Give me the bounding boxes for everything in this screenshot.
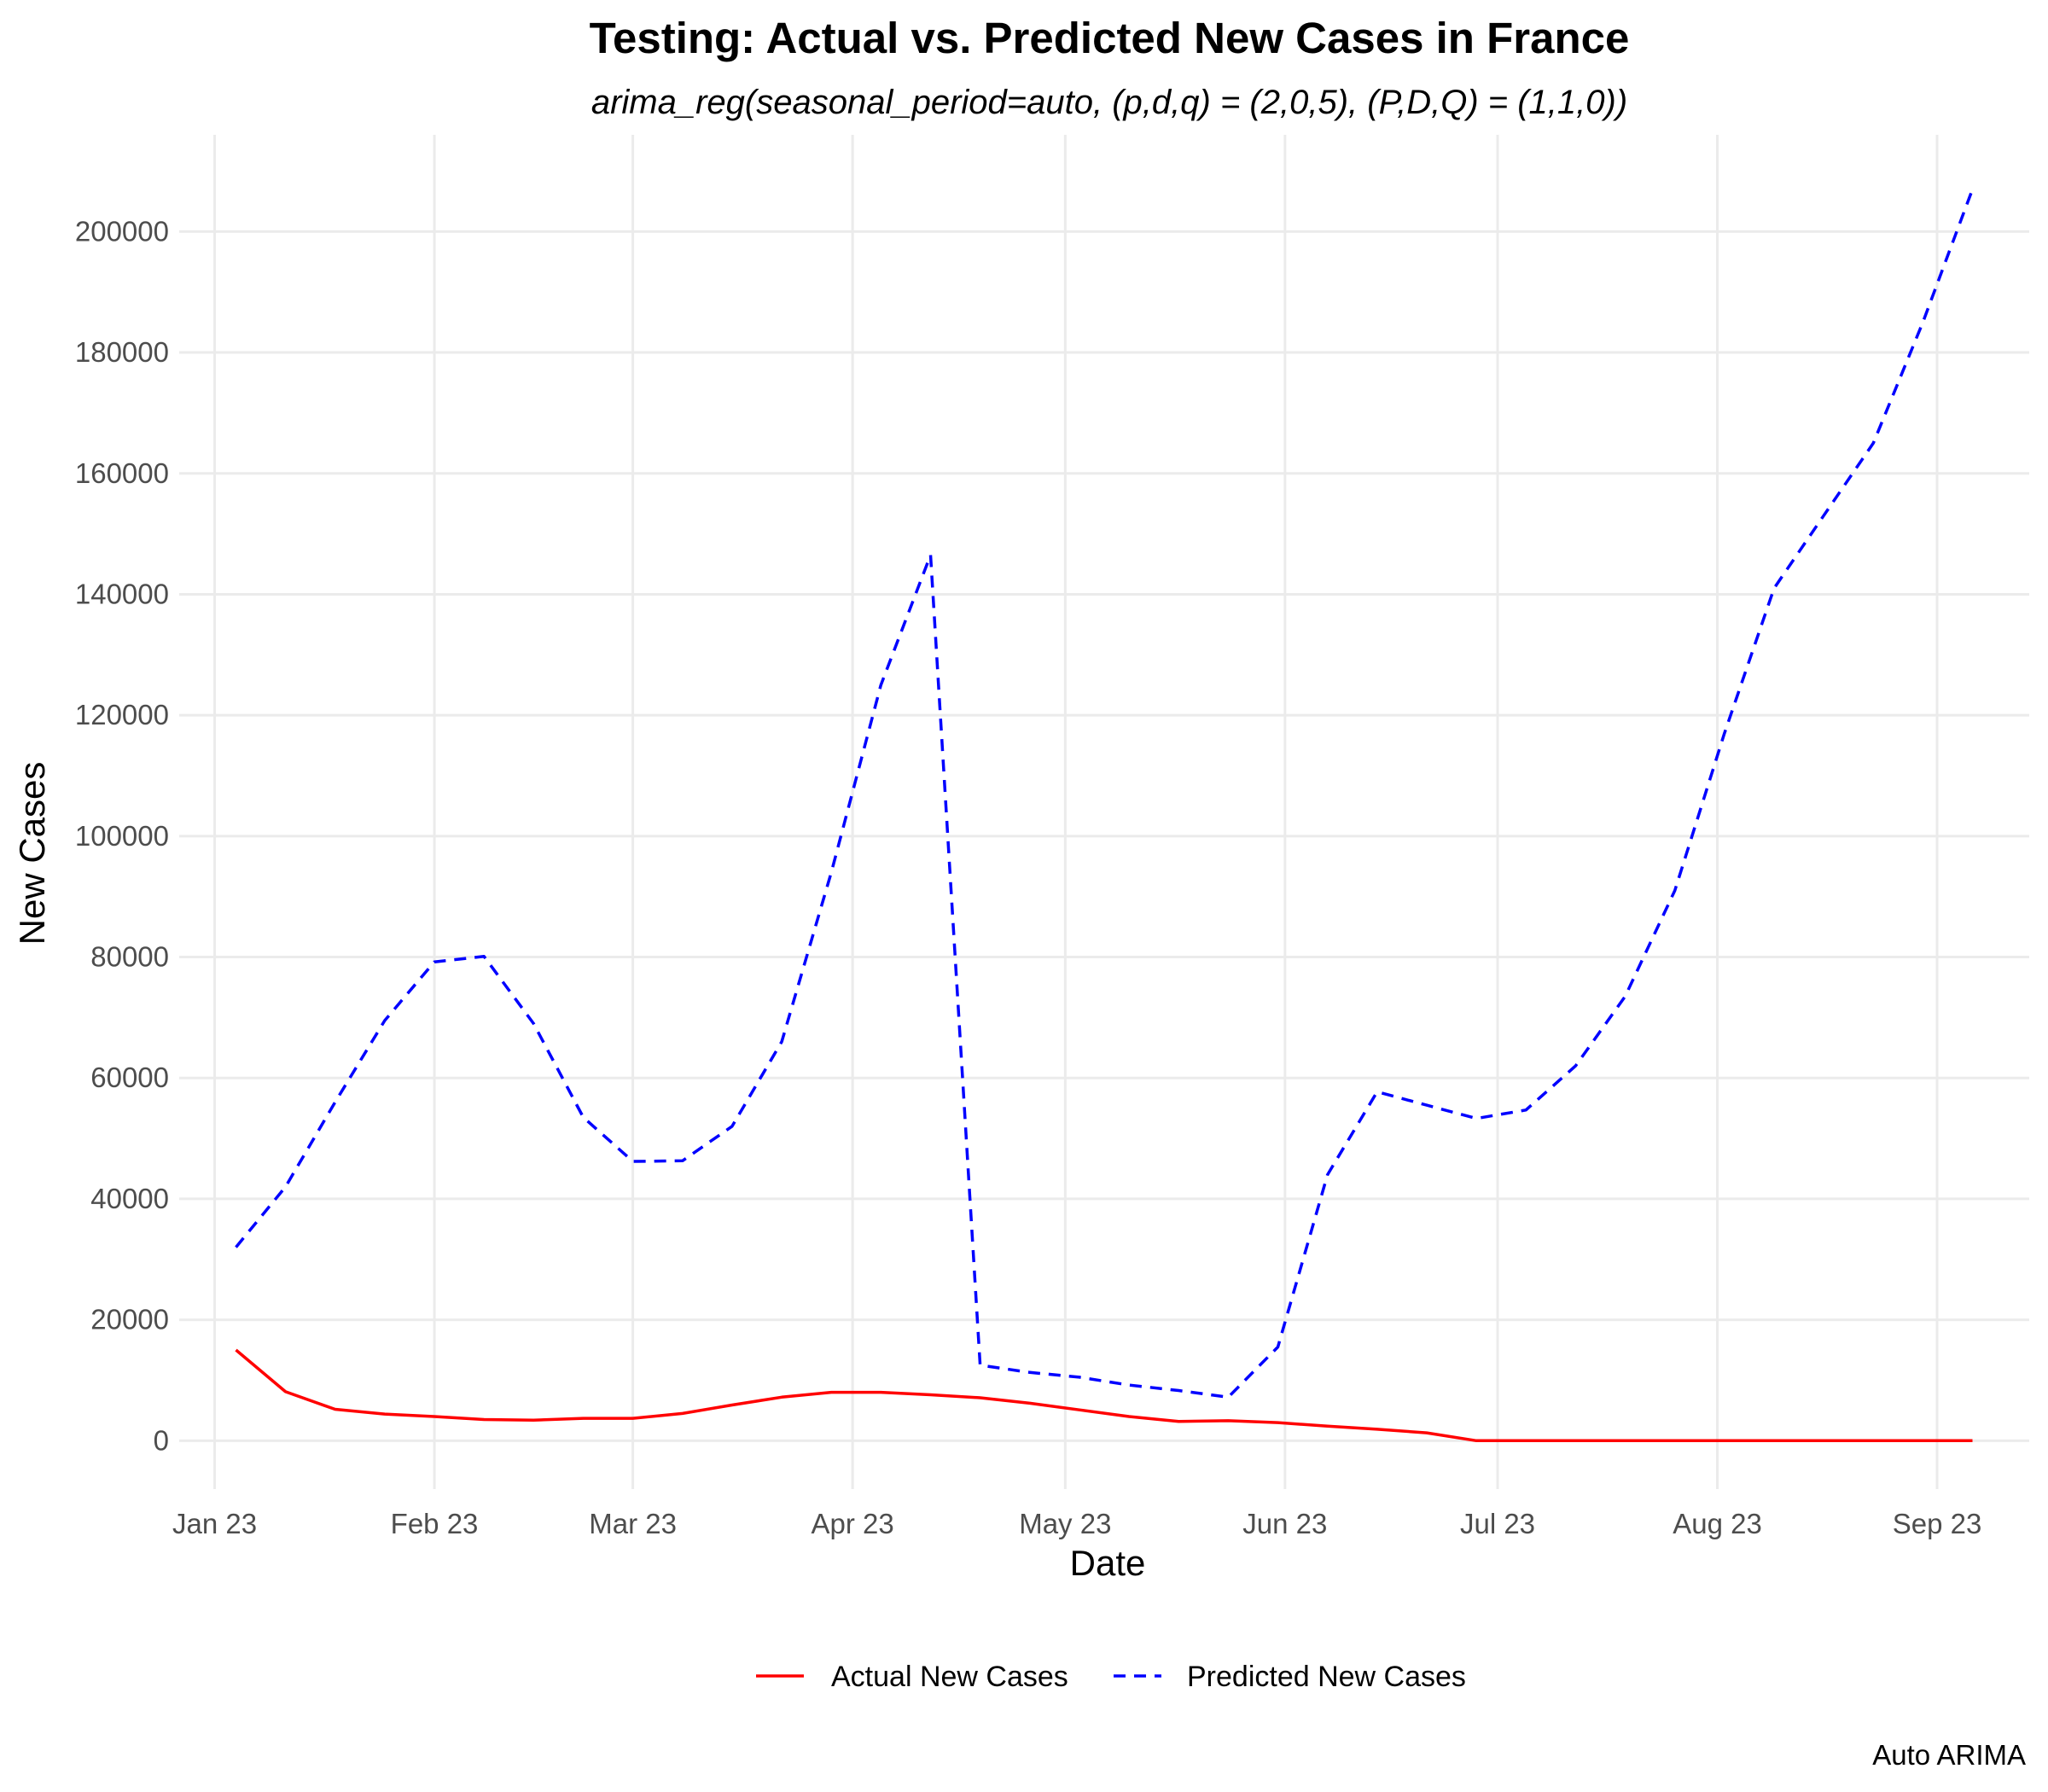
x-gridlines: [213, 135, 1939, 1489]
legend-label-actual: Actual New Cases: [831, 1661, 1068, 1693]
y-gridlines: [179, 230, 2029, 1442]
y-tick-label: 100000: [75, 820, 169, 852]
x-tick-label: Aug 23: [1673, 1508, 1762, 1539]
y-tick-label: 200000: [75, 215, 169, 247]
series-layer: [235, 189, 1975, 1443]
chart-subtitle: arima_reg(seasonal_period=auto, (p,d,q) …: [591, 84, 1627, 121]
series-line-actual: [235, 1348, 1973, 1443]
y-axis-title: New Cases: [12, 762, 52, 945]
y-tick-label: 0: [154, 1424, 169, 1456]
x-tick-label: Feb 23: [391, 1508, 479, 1539]
caption: Auto ARIMA: [1872, 1739, 2026, 1771]
legend: Actual New Cases Predicted New Cases: [756, 1661, 1466, 1693]
x-tick-label: Apr 23: [812, 1508, 894, 1539]
x-tick-label: Sep 23: [1893, 1508, 1982, 1539]
chart-title: Testing: Actual vs. Predicted New Cases …: [590, 14, 1630, 62]
x-axis-tick-labels: Jan 23 Feb 23 Mar 23 Apr 23 May 23 Jun 23 Jul …: [172, 1508, 1981, 1539]
x-tick-label: Jun 23: [1242, 1508, 1327, 1539]
x-tick-label: Jan 23: [172, 1508, 257, 1539]
y-tick-label: 60000: [90, 1062, 169, 1093]
x-axis-title: Date: [1070, 1543, 1146, 1583]
y-tick-label: 80000: [90, 941, 169, 973]
legend-label-predicted: Predicted New Cases: [1187, 1661, 1466, 1693]
y-tick-label: 180000: [75, 336, 169, 368]
plot-area: [179, 135, 2029, 1489]
x-tick-label: May 23: [1019, 1508, 1111, 1539]
y-tick-label: 120000: [75, 699, 169, 730]
y-axis-tick-labels: 0 20000 40000 60000 80000 100000 120000 140000 1…: [75, 215, 169, 1456]
x-tick-label: Jul 23: [1460, 1508, 1535, 1539]
series-line-predicted: [235, 189, 1975, 1399]
y-tick-label: 20000: [90, 1304, 169, 1335]
y-tick-label: 140000: [75, 578, 169, 609]
y-tick-label: 40000: [90, 1183, 169, 1214]
y-tick-label: 160000: [75, 457, 169, 489]
x-tick-label: Mar 23: [589, 1508, 677, 1539]
